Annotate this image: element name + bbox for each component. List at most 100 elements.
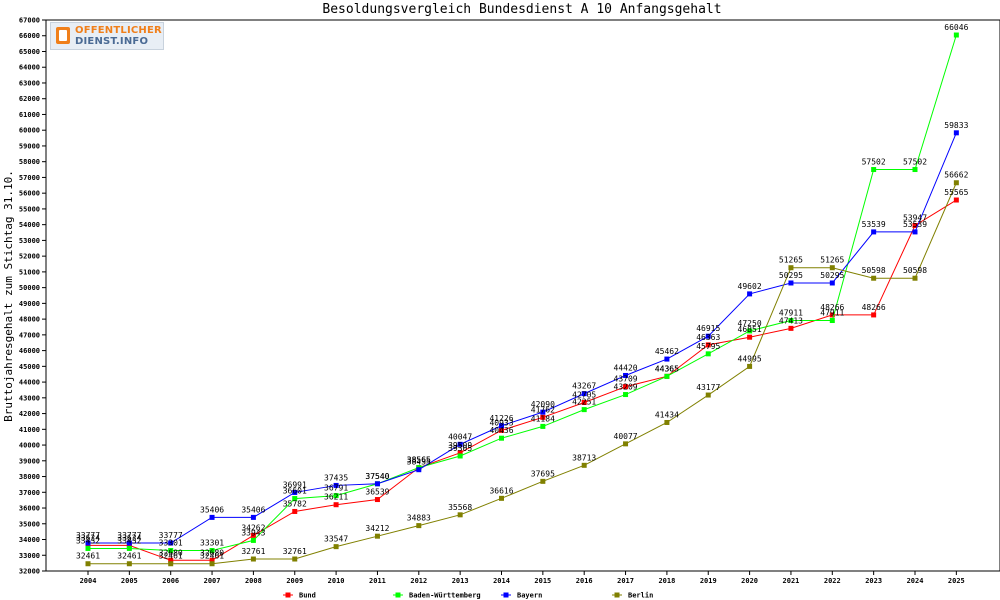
data-point-baden-w-rttemberg	[457, 453, 463, 459]
y-tick-label: 43000	[19, 394, 40, 402]
y-tick-label: 46000	[19, 347, 40, 355]
y-tick-label: 67000	[19, 17, 40, 25]
y-tick-label: 55000	[19, 205, 40, 213]
data-point-baden-w-rttemberg	[829, 318, 835, 324]
data-point-bayern	[871, 229, 877, 235]
y-tick-label: 63000	[19, 79, 40, 87]
data-label-berlin: 35568	[448, 503, 472, 512]
data-label-baden-w-rttemberg: 57502	[862, 158, 886, 167]
x-tick-label: 2018	[658, 577, 675, 585]
y-tick-label: 42000	[19, 410, 40, 418]
legend-label-berlin: Berlin	[628, 592, 653, 600]
data-point-berlin	[871, 275, 877, 281]
data-label-bayern: 53539	[903, 220, 927, 229]
data-point-berlin	[416, 523, 422, 529]
data-point-bayern	[209, 514, 215, 520]
data-point-baden-w-rttemberg	[871, 167, 877, 173]
data-label-berlin: 33547	[324, 535, 348, 544]
data-label-baden-w-rttemberg: 33432	[117, 536, 141, 545]
legend-marker-berlin	[614, 592, 620, 598]
data-label-baden-w-rttemberg: 39305	[448, 444, 472, 453]
data-point-bund	[168, 557, 174, 563]
data-point-berlin	[788, 265, 794, 271]
data-point-baden-w-rttemberg	[209, 548, 215, 554]
y-tick-label: 41000	[19, 426, 40, 434]
data-label-bund: 36211	[324, 493, 348, 502]
data-point-bund	[292, 508, 298, 514]
data-label-baden-w-rttemberg: 47911	[779, 309, 803, 318]
y-tick-label: 60000	[19, 127, 40, 135]
y-tick-label: 49000	[19, 300, 40, 308]
data-label-berlin: 51265	[820, 256, 844, 265]
y-tick-label: 64000	[19, 64, 40, 72]
y-tick-label: 35000	[19, 520, 40, 528]
data-label-bund: 48266	[862, 303, 886, 312]
data-label-berlin: 51265	[779, 256, 803, 265]
data-point-baden-w-rttemberg	[788, 318, 794, 324]
data-label-bund: 43709	[614, 375, 638, 384]
data-point-baden-w-rttemberg	[705, 351, 711, 357]
data-point-bund	[747, 334, 753, 340]
x-tick-label: 2011	[369, 577, 386, 585]
data-label-berlin: 32461	[117, 552, 141, 561]
y-axis-label: Bruttojahresgehalt zum Stichtag 31.10.	[2, 170, 15, 422]
y-tick-label: 53000	[19, 237, 40, 245]
data-point-berlin	[126, 561, 132, 567]
data-label-bund: 55565	[944, 188, 968, 197]
data-label-bayern: 33777	[159, 531, 183, 540]
site-logo: OFFENTLICHER DIENST.INFO	[50, 22, 164, 50]
y-tick-label: 51000	[19, 268, 40, 276]
data-point-berlin	[747, 363, 753, 369]
data-point-baden-w-rttemberg	[333, 493, 339, 499]
x-tick-label: 2013	[452, 577, 469, 585]
data-point-baden-w-rttemberg	[292, 496, 298, 502]
x-tick-label: 2015	[534, 577, 551, 585]
data-point-bund	[333, 502, 339, 508]
data-label-bund: 40933	[489, 418, 513, 427]
data-point-bund	[250, 532, 256, 538]
y-tick-label: 52000	[19, 253, 40, 261]
x-tick-label: 2025	[948, 577, 965, 585]
data-point-berlin	[374, 533, 380, 539]
data-label-berlin: 32461	[76, 552, 100, 561]
data-label-baden-w-rttemberg: 33301	[159, 539, 183, 548]
data-point-bayern	[250, 514, 256, 520]
y-tick-label: 36000	[19, 505, 40, 513]
logo-text-line1: OFFENTLICHER	[75, 25, 162, 36]
data-point-baden-w-rttemberg	[85, 545, 91, 551]
data-point-bayern	[953, 130, 959, 136]
data-point-bund	[912, 222, 918, 228]
data-point-bayern	[623, 372, 629, 378]
x-tick-label: 2023	[865, 577, 882, 585]
y-tick-label: 62000	[19, 95, 40, 103]
legend-marker-baden-w-rttemberg	[395, 592, 401, 598]
data-label-bayern: 45462	[655, 347, 679, 356]
data-label-berlin: 40077	[614, 432, 638, 441]
y-tick-label: 57000	[19, 174, 40, 182]
data-label-bayern: 35406	[200, 505, 224, 514]
data-label-berlin: 34883	[407, 514, 431, 523]
data-label-bund: 34262	[241, 523, 265, 532]
data-point-bayern	[747, 291, 753, 297]
y-tick-label: 50000	[19, 284, 40, 292]
data-label-berlin: 44995	[738, 354, 762, 363]
data-point-baden-w-rttemberg	[540, 423, 546, 429]
data-label-berlin: 36616	[489, 486, 513, 495]
data-point-berlin	[623, 441, 629, 447]
data-label-berlin: 38713	[572, 453, 596, 462]
y-tick-label: 34000	[19, 536, 40, 544]
data-point-bund	[209, 557, 215, 563]
x-tick-label: 2020	[741, 577, 758, 585]
data-label-baden-w-rttemberg: 42251	[572, 398, 596, 407]
x-tick-label: 2010	[328, 577, 345, 585]
x-tick-label: 2008	[245, 577, 262, 585]
data-label-bayern: 59833	[944, 121, 968, 130]
x-tick-label: 2007	[204, 577, 221, 585]
data-label-baden-w-rttemberg: 45795	[696, 342, 720, 351]
data-label-baden-w-rttemberg: 33432	[76, 536, 100, 545]
chart-title: Besoldungsvergleich Bundesdienst A 10 An…	[322, 2, 721, 17]
data-label-baden-w-rttemberg: 41184	[531, 414, 555, 423]
data-point-berlin	[457, 512, 463, 518]
data-label-bayern: 38435	[407, 458, 431, 467]
data-label-bund: 53947	[903, 213, 927, 222]
